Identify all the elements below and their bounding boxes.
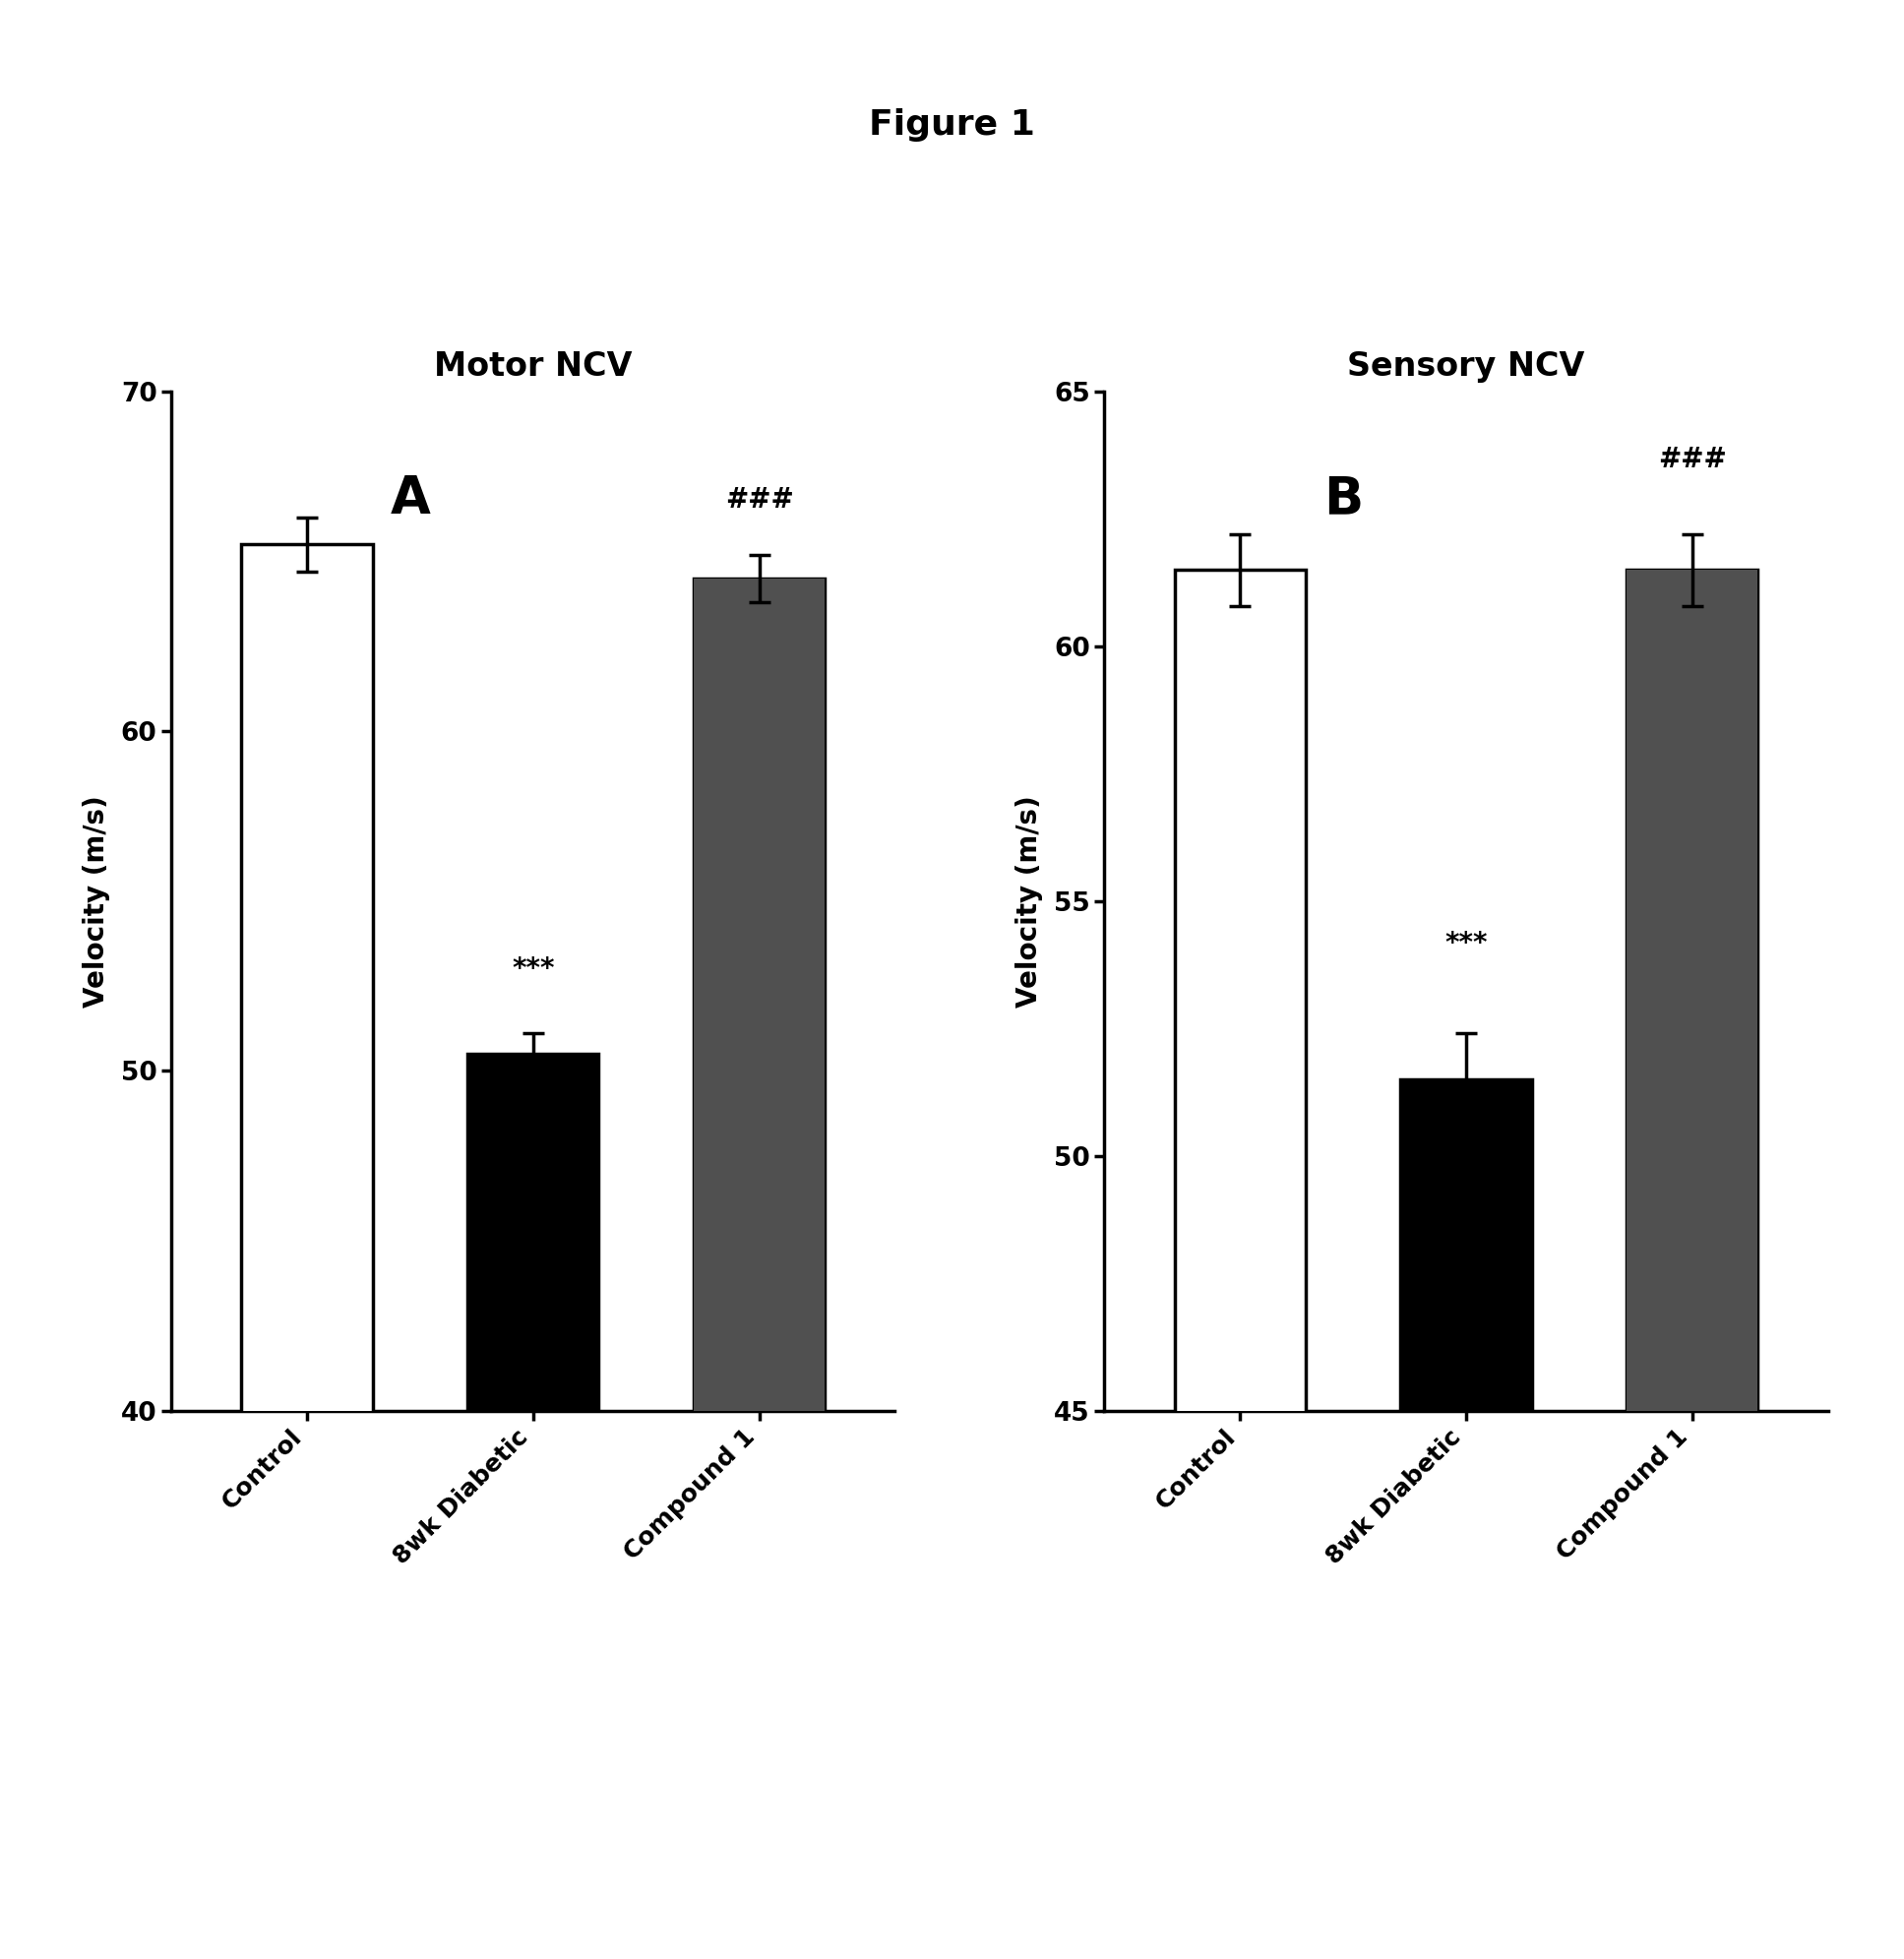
Text: B: B (1323, 474, 1363, 525)
Bar (1175, 570, 1306, 1959)
Text: A: A (390, 474, 430, 525)
Text: ***: *** (512, 956, 554, 983)
Title: Sensory NCV: Sensory NCV (1348, 351, 1584, 382)
Text: ***: *** (1445, 931, 1487, 958)
Y-axis label: Velocity (m/s): Velocity (m/s) (82, 795, 110, 1007)
Bar (1401, 1079, 1531, 1959)
Text: Figure 1: Figure 1 (868, 108, 1036, 141)
Y-axis label: Velocity (m/s): Velocity (m/s) (1015, 795, 1043, 1007)
Bar (468, 1054, 598, 1959)
Title: Motor NCV: Motor NCV (434, 351, 632, 382)
Bar (693, 578, 824, 1959)
Text: ###: ### (1658, 447, 1727, 474)
Bar (1626, 570, 1757, 1959)
Text: ###: ### (725, 486, 794, 513)
Bar (693, 578, 824, 1959)
Bar (1626, 570, 1757, 1959)
Bar (242, 545, 373, 1959)
